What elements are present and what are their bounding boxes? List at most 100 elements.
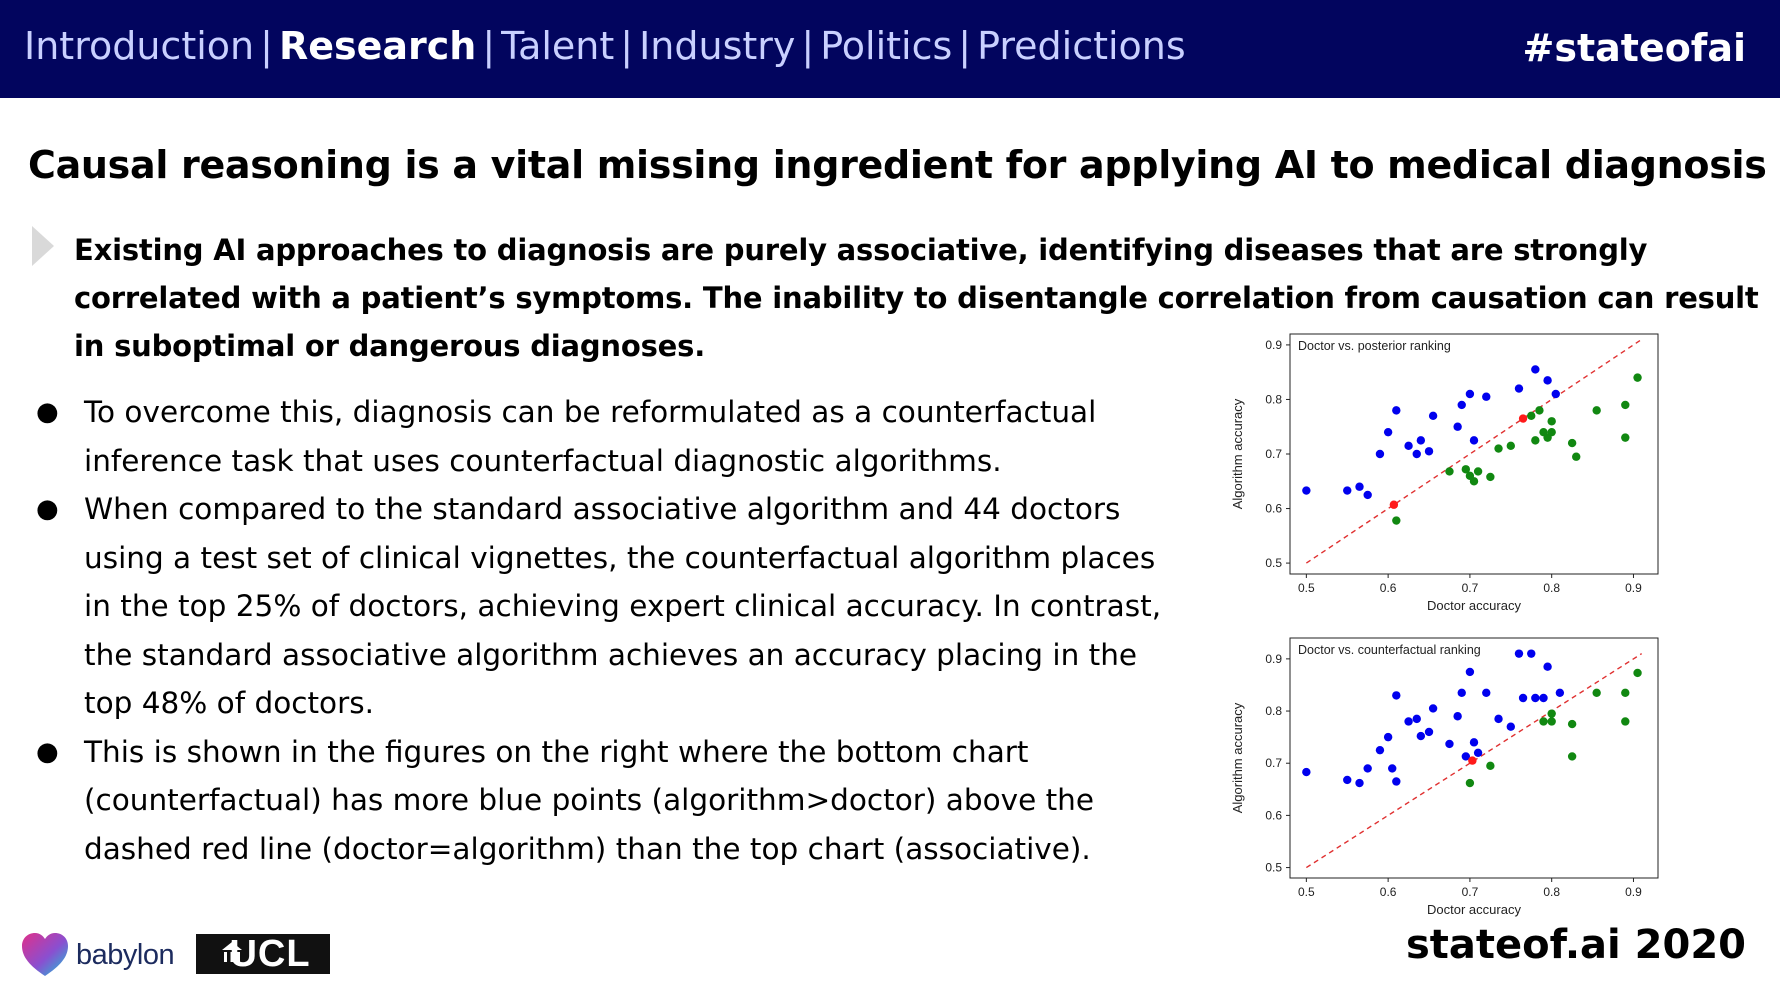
doctor-point: [1592, 688, 1601, 697]
bullet-text: When compared to the standard associativ…: [84, 492, 1162, 720]
nav-item-talent[interactable]: Talent: [501, 24, 615, 68]
doctor-point: [1469, 738, 1479, 747]
lead-paragraph: Existing AI approaches to diagnosis are …: [74, 233, 1759, 363]
doctor-point: [1473, 467, 1483, 476]
doctor-point: [1621, 688, 1630, 697]
doctor-point: [1486, 761, 1495, 771]
doctor-point: [1375, 745, 1385, 755]
doctor-point: [1531, 436, 1540, 445]
nav-item-research[interactable]: Research: [278, 24, 477, 68]
x-tick-label: 0.5: [1298, 885, 1315, 899]
doctor-point: [1543, 376, 1552, 385]
babylon-wordmark: babylon: [76, 938, 175, 971]
y-tick-label: 0.6: [1265, 502, 1282, 516]
doctor-point: [1547, 709, 1556, 718]
doctor-point: [1547, 717, 1556, 726]
doctor-point: [1453, 422, 1462, 431]
doctor-point: [1465, 778, 1475, 788]
y-tick-label: 0.6: [1265, 808, 1282, 822]
doctor-point: [1416, 436, 1426, 445]
doctor-point: [1527, 649, 1536, 658]
nav-item-introduction[interactable]: Introduction: [24, 24, 255, 68]
x-axis-label: Doctor accuracy: [1427, 902, 1521, 917]
doctor-point: [1567, 438, 1577, 448]
x-tick-label: 0.5: [1298, 581, 1315, 595]
doctor-point: [1465, 667, 1475, 677]
doctor-point: [1461, 465, 1471, 474]
doctor-point: [1621, 717, 1630, 726]
nav-item-politics[interactable]: Politics: [820, 24, 953, 68]
doctor-point: [1392, 406, 1401, 415]
doctor-point: [1457, 400, 1466, 410]
doctor-point: [1457, 688, 1466, 697]
ucl-logo: UCL: [196, 932, 330, 975]
doctor-point: [1531, 693, 1540, 703]
bullet-icon: ●: [36, 397, 59, 427]
doctor-point: [1363, 764, 1372, 773]
doctor-point: [1453, 712, 1462, 721]
doctor-point: [1482, 392, 1491, 401]
y-tick-label: 0.8: [1265, 392, 1282, 406]
doctor-point: [1343, 775, 1352, 785]
lead-arrow-icon: [32, 226, 54, 266]
x-tick-label: 0.6: [1380, 581, 1397, 595]
doctor-point: [1633, 668, 1642, 678]
algorithm-point: [1518, 414, 1528, 423]
algorithm-point: [1468, 756, 1477, 765]
y-tick-label: 0.5: [1265, 861, 1282, 875]
doctor-point: [1375, 449, 1385, 459]
x-tick-label: 0.8: [1543, 885, 1560, 899]
doctor-point: [1388, 764, 1397, 773]
nav-separator: |: [620, 24, 634, 68]
y-tick-label: 0.5: [1265, 556, 1282, 570]
heart-icon: [22, 933, 68, 976]
counterfactual-ranking-chart: 0.5 0.6 0.7 0.8 0.9 0.5 0.6 0.7 0.8 0.9 Doctor vs.…: [1224, 632, 1664, 928]
doctor-point: [1555, 688, 1565, 697]
y-tick-label: 0.9: [1265, 652, 1282, 666]
posterior-ranking-chart: 0.5 0.6 0.7 0.8 0.9 0.5 0.6 0.7 0.8 0.9 Doctor vs.…: [1224, 328, 1664, 624]
doctor-point: [1547, 417, 1556, 426]
doctor-point: [1392, 691, 1401, 700]
doctor-point: [1486, 472, 1495, 482]
doctor-point: [1383, 427, 1393, 437]
doctor-point: [1506, 722, 1515, 731]
ucl-wordmark: UCL: [229, 932, 311, 975]
hashtag[interactable]: #stateofai: [1522, 26, 1746, 70]
nav-separator: |: [801, 24, 815, 68]
doctor-point: [1514, 649, 1524, 658]
doctor-point: [1539, 693, 1548, 703]
list-item: ● To overcome this, diagnosis can be refo…: [30, 388, 1190, 485]
footer-brand[interactable]: stateof.ai 2020: [1405, 922, 1746, 968]
doctor-point: [1355, 778, 1364, 788]
y-tick-label: 0.7: [1265, 447, 1282, 461]
doctor-point: [1302, 767, 1311, 777]
doctor-point: [1494, 714, 1503, 724]
nav-separator: |: [958, 24, 972, 68]
doctor-point: [1445, 467, 1454, 476]
doctor-point: [1355, 482, 1364, 491]
nav-item-industry[interactable]: Industry: [639, 24, 796, 68]
doctor-point: [1469, 436, 1479, 445]
doctor-point: [1473, 748, 1483, 757]
x-tick-label: 0.9: [1625, 581, 1642, 595]
doctor-point: [1535, 406, 1544, 415]
x-tick-label: 0.6: [1380, 885, 1397, 899]
doctor-point: [1527, 411, 1536, 421]
doctor-point: [1424, 727, 1434, 737]
nav-item-predictions[interactable]: Predictions: [977, 24, 1186, 68]
doctor-point: [1551, 389, 1560, 399]
doctor-point: [1539, 717, 1548, 726]
doctor-point: [1392, 777, 1401, 786]
doctor-point: [1621, 433, 1630, 442]
doctor-point: [1465, 389, 1475, 399]
doctor-point: [1428, 411, 1438, 421]
bullet-text: To overcome this, diagnosis can be refor…: [84, 395, 1097, 478]
y-tick-label: 0.7: [1265, 756, 1282, 770]
scatter-plot: 0.5 0.6 0.7 0.8 0.9 0.5 0.6 0.7 0.8 0.9 Doctor vs.…: [1230, 637, 1659, 917]
section-nav: Introduction | Research | Talent | Industry | Po…: [24, 24, 1186, 68]
doctor-point: [1461, 752, 1471, 761]
nav-separator: |: [260, 24, 273, 68]
doctor-point: [1469, 477, 1479, 486]
doctor-point: [1494, 444, 1503, 453]
list-item: ● This is shown in the figures on the rig…: [30, 728, 1190, 874]
